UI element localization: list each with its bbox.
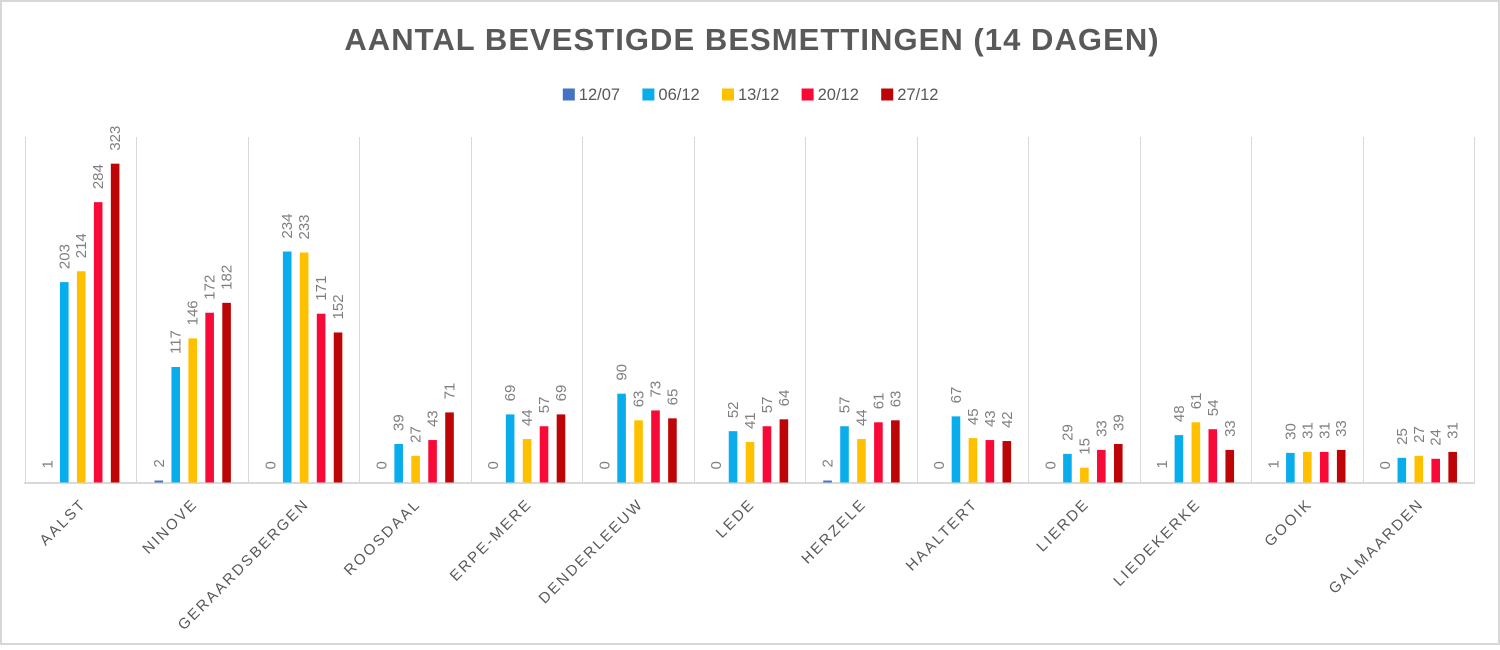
svg-text:69: 69 [553, 385, 570, 402]
svg-text:152: 152 [330, 294, 347, 319]
svg-text:117: 117 [168, 330, 185, 354]
svg-text:234: 234 [279, 213, 296, 238]
svg-text:57: 57 [759, 397, 776, 414]
svg-text:15: 15 [1076, 438, 1093, 455]
svg-text:203: 203 [56, 244, 73, 269]
svg-text:31: 31 [1445, 422, 1462, 439]
svg-text:27: 27 [1411, 426, 1428, 443]
svg-text:323: 323 [107, 126, 124, 151]
svg-text:172: 172 [202, 275, 219, 300]
svg-text:0: 0 [708, 461, 725, 469]
svg-text:0: 0 [374, 461, 391, 469]
svg-text:233: 233 [296, 214, 313, 239]
svg-text:27: 27 [408, 426, 425, 443]
svg-text:71: 71 [442, 383, 459, 400]
svg-text:2: 2 [820, 459, 837, 467]
svg-text:29: 29 [1059, 424, 1076, 441]
svg-text:61: 61 [870, 393, 887, 410]
svg-text:0: 0 [1042, 461, 1059, 469]
svg-text:57: 57 [536, 397, 553, 414]
svg-text:64: 64 [776, 390, 793, 407]
svg-text:44: 44 [519, 409, 536, 426]
svg-text:27/12: 27/12 [897, 86, 938, 104]
svg-text:43: 43 [982, 410, 999, 427]
svg-text:0: 0 [931, 461, 948, 469]
svg-text:41: 41 [742, 412, 759, 429]
svg-text:24: 24 [1428, 429, 1445, 446]
svg-text:171: 171 [313, 276, 330, 301]
svg-text:0: 0 [1377, 461, 1394, 469]
svg-text:39: 39 [391, 414, 408, 431]
svg-text:25: 25 [1394, 428, 1411, 445]
svg-text:06/12: 06/12 [658, 86, 699, 104]
svg-text:43: 43 [425, 410, 442, 427]
svg-text:52: 52 [725, 401, 742, 418]
svg-text:33: 33 [1222, 420, 1239, 437]
svg-text:0: 0 [597, 461, 614, 469]
svg-text:44: 44 [853, 409, 870, 426]
svg-text:31: 31 [1299, 422, 1316, 439]
svg-text:57: 57 [837, 397, 854, 414]
svg-text:20/12: 20/12 [818, 86, 859, 104]
svg-text:54: 54 [1205, 400, 1222, 417]
svg-text:48: 48 [1171, 405, 1188, 422]
svg-text:1: 1 [1265, 460, 1282, 468]
svg-text:146: 146 [185, 300, 202, 325]
svg-text:65: 65 [664, 389, 681, 406]
svg-text:63: 63 [631, 391, 648, 408]
svg-text:182: 182 [219, 265, 236, 290]
svg-text:90: 90 [614, 364, 631, 381]
svg-text:30: 30 [1282, 423, 1299, 440]
svg-text:284: 284 [90, 164, 107, 189]
svg-text:33: 33 [1333, 420, 1350, 437]
svg-text:33: 33 [1093, 420, 1110, 437]
svg-text:AANTAL BEVESTIGDE BESMETTING: AANTAL BEVESTIGDE BESMETTINGEN (14 DAGEN… [344, 22, 1159, 57]
svg-text:1: 1 [39, 460, 56, 468]
svg-text:67: 67 [948, 387, 965, 404]
svg-text:63: 63 [887, 391, 904, 408]
svg-text:42: 42 [999, 411, 1016, 428]
svg-text:2: 2 [151, 459, 168, 467]
svg-text:1: 1 [1154, 460, 1171, 468]
svg-text:0: 0 [262, 461, 279, 469]
svg-text:73: 73 [647, 381, 664, 398]
svg-text:214: 214 [73, 233, 90, 258]
svg-text:45: 45 [965, 408, 982, 425]
svg-text:0: 0 [485, 461, 502, 469]
svg-text:39: 39 [1110, 414, 1127, 431]
svg-text:31: 31 [1316, 422, 1333, 439]
svg-text:12/07: 12/07 [579, 86, 620, 104]
svg-text:61: 61 [1188, 393, 1205, 410]
svg-text:69: 69 [502, 385, 519, 402]
svg-text:13/12: 13/12 [738, 86, 779, 104]
